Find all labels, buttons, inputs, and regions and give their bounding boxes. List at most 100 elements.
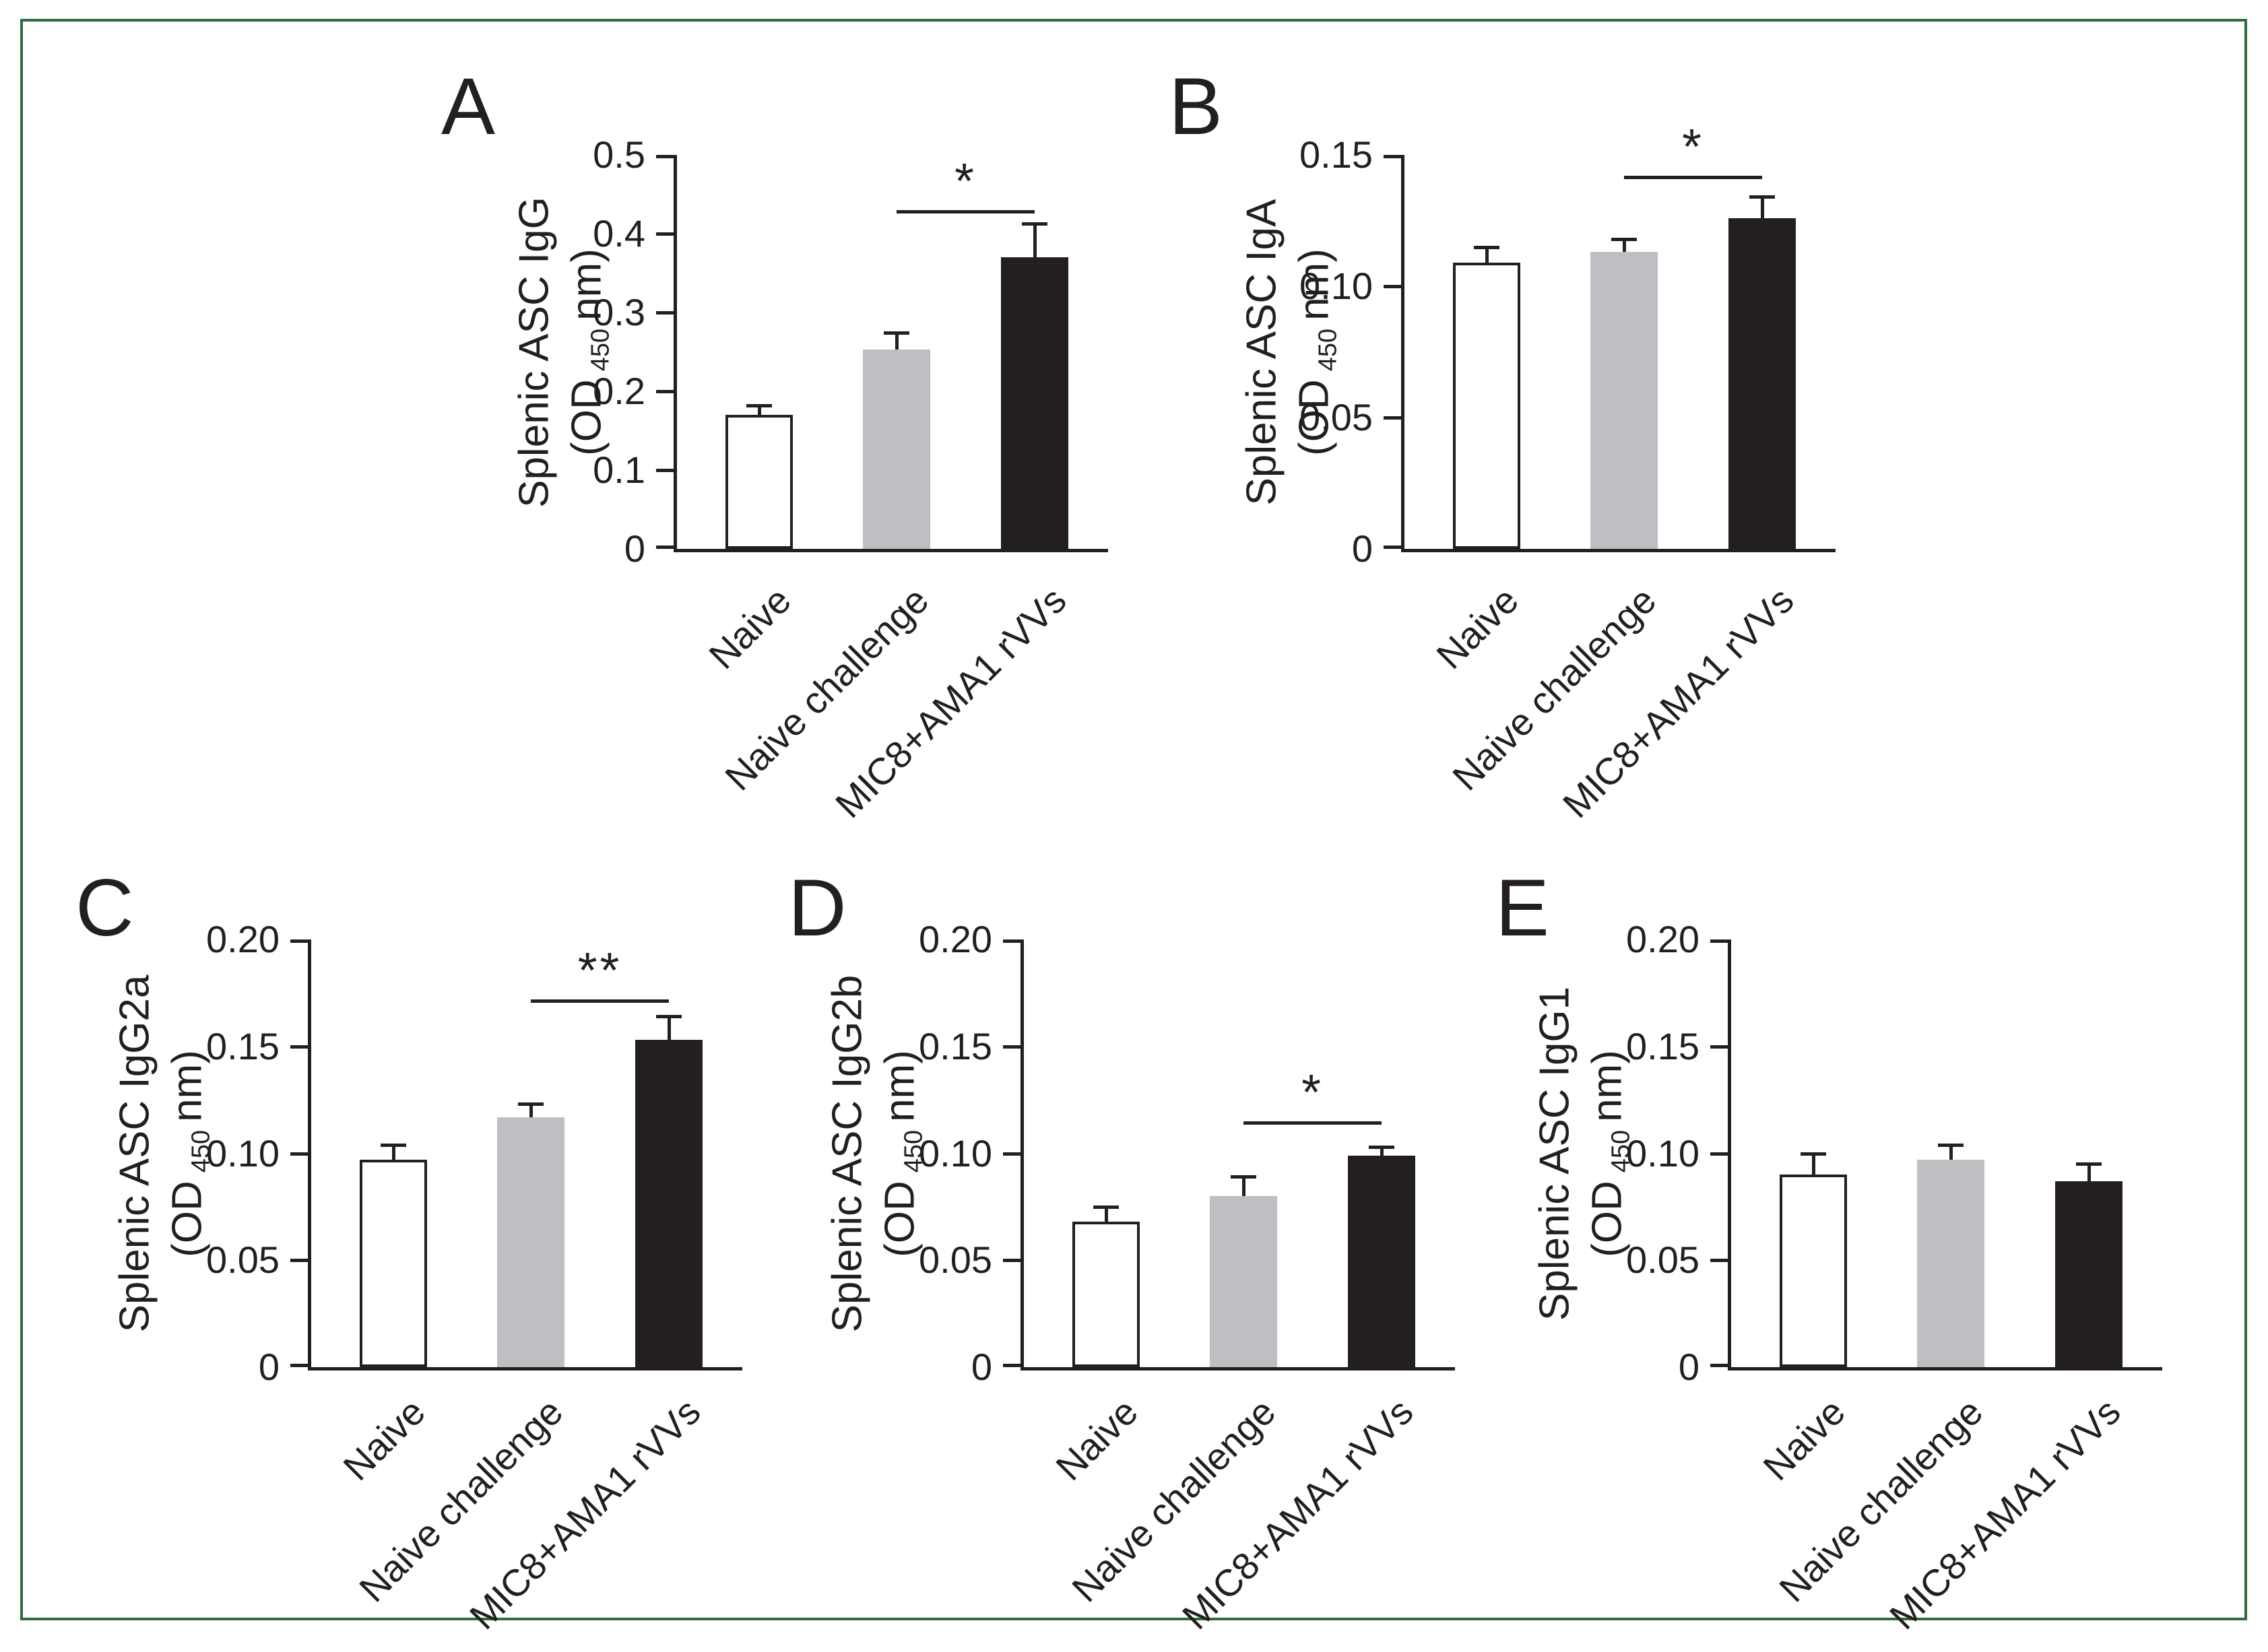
y-tick-mark: [1710, 1364, 1728, 1367]
x-category-label: MIC8+AMA1 rVVs: [827, 579, 1074, 826]
error-bar-stem: [1242, 1177, 1245, 1196]
y-tick-label: 0.05: [919, 1238, 992, 1282]
bar-naive-challenge: [497, 1117, 564, 1367]
panel-letter-B: B: [1169, 61, 1223, 152]
error-bar-cap: [381, 1143, 406, 1147]
bar-naive-challenge: [1590, 252, 1658, 549]
x-category-label: MIC8+AMA1 rVVs: [1173, 1390, 1421, 1638]
error-bar-cap: [1022, 222, 1047, 226]
x-category-label: Naive: [1755, 1390, 1853, 1489]
panel-A-chart: A Splenic ASC IgG (OD450nm) 0 0.1 0.2 0.3 0.…: [411, 61, 1152, 839]
y-axis: 0 0.05 0.10 0.15 0.20: [1465, 919, 1728, 1388]
y-tick-mark: [656, 469, 674, 472]
bar-mic8-ama1-rvvs: [1728, 218, 1796, 549]
y-tick-label: 0.05: [1299, 396, 1373, 438]
y-tick-mark: [1384, 416, 1401, 420]
x-axis-labels: Naive Naive challenge MIC8+AMA1 rVVs: [1401, 564, 1832, 840]
y-tick-label: 0.2: [593, 370, 645, 412]
y-tick-label: 0: [624, 527, 645, 570]
plot-area: **: [308, 939, 742, 1370]
error-bar-stem: [1949, 1144, 1953, 1160]
y-tick-mark: [1003, 1152, 1020, 1156]
y-tick-label: 0: [1351, 527, 1373, 570]
significance-line: [531, 999, 669, 1003]
bar-mic8-ama1-rvvs: [1348, 1155, 1415, 1367]
y-tick-mark: [1003, 1259, 1020, 1263]
error-bar-stem: [758, 405, 761, 416]
error-bar-cap: [1093, 1205, 1119, 1209]
x-category-label: MIC8+AMA1 rVVs: [461, 1390, 709, 1638]
x-axis-labels: Naive Naive challenge MIC8+AMA1 rVVs: [1728, 1376, 2159, 1652]
y-axis: 0 0.05 0.10 0.15 0.20: [758, 919, 1020, 1388]
bar-naive: [360, 1160, 427, 1367]
bar-naive: [1072, 1222, 1140, 1367]
panel-D-chart: D Splenic ASC IgG2b (OD450nm) 0 0.05 0.10 0…: [758, 862, 1499, 1641]
y-tick-mark: [656, 155, 674, 158]
bar-mic8-ama1-rvvs: [635, 1040, 703, 1367]
error-bar-cap: [1611, 237, 1637, 241]
error-bar-cap: [518, 1102, 544, 1106]
y-tick-label: 0.10: [1299, 265, 1373, 307]
error-bar-stem: [1623, 238, 1626, 253]
panel-letter-C: C: [75, 863, 134, 953]
y-tick-mark: [290, 939, 308, 943]
bar-mic8-ama1-rvvs: [2055, 1181, 2123, 1367]
y-tick-mark: [1710, 1045, 1728, 1049]
significance-line: [1243, 1121, 1382, 1125]
y-tick-label: 0.15: [919, 1024, 992, 1067]
bar-naive: [725, 415, 793, 549]
error-bar-stem: [392, 1144, 395, 1160]
x-category-label: Naive: [335, 1390, 433, 1489]
y-tick-mark: [1384, 546, 1401, 549]
plot-area: *: [1401, 122, 1836, 552]
y-tick-mark: [1384, 155, 1401, 158]
x-category-label: MIC8+AMA1 rVVs: [1881, 1390, 2129, 1638]
error-bar-cap: [1474, 245, 1499, 249]
error-bar-cap: [1938, 1143, 1964, 1147]
significance-stars: *: [1301, 1063, 1324, 1120]
y-tick-label: 0.10: [919, 1131, 992, 1175]
error-bar-cap: [2076, 1162, 2102, 1166]
y-tick-mark: [290, 1045, 308, 1049]
error-bar-stem: [1105, 1206, 1108, 1222]
y-tick-mark: [1003, 1364, 1020, 1367]
y-tick-label: 0.20: [919, 918, 992, 960]
x-axis-labels: Naive Naive challenge MIC8+AMA1 rVVs: [1020, 1376, 1452, 1652]
significance-stars: **: [577, 941, 622, 998]
panel-B-chart: B Splenic ASC IgA (OD450nm) 0 0.05 0.10 0.1…: [1138, 61, 1879, 839]
plot-area: *: [1020, 939, 1455, 1370]
y-tick-label: 0.05: [1626, 1238, 1699, 1282]
error-bar-stem: [895, 333, 899, 350]
y-tick-mark: [1710, 939, 1728, 943]
x-axis-labels: Naive Naive challenge MIC8+AMA1 rVVs: [674, 564, 1105, 840]
bar-naive: [1453, 262, 1520, 549]
bar-naive-challenge: [1210, 1196, 1277, 1367]
y-tick-mark: [1003, 1045, 1020, 1049]
plot-area: *: [674, 155, 1108, 552]
y-tick-mark: [290, 1364, 308, 1367]
error-bar-stem: [1812, 1153, 1815, 1175]
y-axis: 0 0.05 0.10 0.15 0.20: [45, 919, 308, 1388]
error-bar-cap: [746, 404, 772, 408]
y-tick-label: 0.3: [593, 291, 645, 333]
plot-area: [1728, 939, 2162, 1370]
error-bar-stem: [1761, 197, 1764, 218]
y-tick-mark: [656, 311, 674, 315]
bar-naive: [1780, 1175, 1847, 1367]
significance-stars: *: [954, 152, 977, 209]
y-tick-label: 0.20: [206, 918, 280, 960]
y-tick-label: 0.15: [1626, 1024, 1699, 1067]
y-tick-mark: [1003, 939, 1020, 943]
significance-line: [897, 209, 1035, 213]
bar-mic8-ama1-rvvs: [1001, 257, 1068, 549]
y-tick-label: 0.5: [593, 133, 645, 176]
y-tick-mark: [1384, 285, 1401, 288]
y-axis: 0 0.1 0.2 0.3 0.4 0.5: [411, 134, 674, 570]
error-bar-stem: [529, 1104, 533, 1117]
error-bar-cap: [1231, 1175, 1256, 1179]
error-bar-cap: [656, 1015, 682, 1019]
x-axis-labels: Naive Naive challenge MIC8+AMA1 rVVs: [308, 1376, 739, 1652]
y-tick-label: 0: [258, 1346, 280, 1388]
y-tick-mark: [290, 1152, 308, 1156]
y-tick-label: 0.1: [593, 449, 645, 491]
